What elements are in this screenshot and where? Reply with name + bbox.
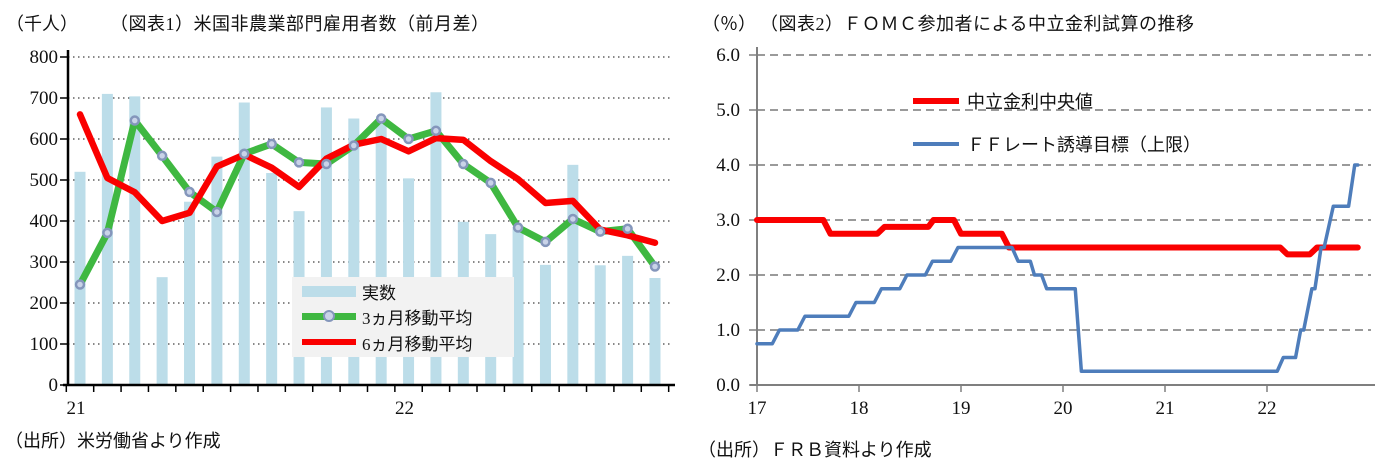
line-6mo-swatch <box>302 339 356 346</box>
svg-text:1.0: 1.0 <box>716 320 740 341</box>
legend-label-ff-target: ＦＦレート誘導目標（上限） <box>967 135 1201 155</box>
neutral-rate-chart-plot: 0.0 1.0 2.0 3.0 4.0 5.0 6.0 17 18 19 20 21 22 <box>716 45 1375 419</box>
right-chart-source: （出所）ＦＲＢ資料より作成 <box>698 440 932 460</box>
svg-text:500: 500 <box>30 170 59 191</box>
line-3mo-swatch <box>302 310 356 323</box>
svg-text:3.0: 3.0 <box>716 210 740 231</box>
svg-text:18: 18 <box>850 398 869 419</box>
svg-text:100: 100 <box>30 334 59 355</box>
svg-text:2.0: 2.0 <box>716 265 740 286</box>
chart-nonfarm-payrolls: 0 100 200 300 400 500 600 700 800 21 22 （千人） （図表1）… <box>5 14 675 451</box>
right-chart-title: （図表2）ＦＯＭＣ参加者による中立金利試算の推移 <box>760 14 1195 34</box>
svg-text:700: 700 <box>30 88 59 109</box>
svg-text:300: 300 <box>30 252 59 273</box>
ff-target-swatch <box>913 142 959 146</box>
right-axis-unit-label: （％） <box>702 14 756 34</box>
legend-item-3mo-average: 3ヵ月移動平均 <box>292 305 514 329</box>
svg-text:17: 17 <box>748 398 767 419</box>
neutral-median-swatch <box>913 98 959 104</box>
legend-label-actual: 実数 <box>362 284 396 304</box>
svg-text:0: 0 <box>49 375 59 396</box>
left-chart-source: （出所）米労働省より作成 <box>5 431 221 451</box>
svg-text:200: 200 <box>30 293 59 314</box>
legend-item-neutral-median: 中立金利中央値 <box>913 88 1201 114</box>
marker-swatch <box>323 310 335 323</box>
svg-text:21: 21 <box>1156 398 1175 419</box>
legend-item-ff-target: ＦＦレート誘導目標（上限） <box>913 131 1201 157</box>
svg-text:0.0: 0.0 <box>716 375 740 396</box>
svg-text:800: 800 <box>30 47 59 68</box>
left-chart-title: （図表1）米国非農業部門雇用者数（前月差） <box>110 14 490 34</box>
svg-text:4.0: 4.0 <box>716 155 740 176</box>
bar-series-swatch <box>302 286 356 298</box>
legend-item-6mo-average: 6ヵ月移動平均 <box>292 330 514 354</box>
svg-text:21: 21 <box>67 398 86 419</box>
legend-label-neutral-median: 中立金利中央値 <box>967 92 1093 112</box>
svg-text:6.0: 6.0 <box>716 45 740 66</box>
svg-text:19: 19 <box>952 398 971 419</box>
svg-text:5.0: 5.0 <box>716 100 740 121</box>
svg-text:20: 20 <box>1054 398 1073 419</box>
legend-item-actual: 実数 <box>292 280 514 304</box>
left-axis-unit-label: （千人） <box>6 14 78 34</box>
legend-label-6mo: 6ヵ月移動平均 <box>362 334 473 354</box>
svg-text:22: 22 <box>1258 398 1277 419</box>
svg-text:400: 400 <box>30 211 59 232</box>
legend-label-3mo: 3ヵ月移動平均 <box>362 309 473 329</box>
svg-text:22: 22 <box>395 398 414 419</box>
right-chart-legend: 中立金利中央値 ＦＦレート誘導目標（上限） <box>913 88 1201 174</box>
svg-text:600: 600 <box>30 129 59 150</box>
nonfarm-chart-plot: 0 100 200 300 400 500 600 700 800 21 22 <box>30 47 675 419</box>
chart-neutral-rate: 0.0 1.0 2.0 3.0 4.0 5.0 6.0 17 18 19 20 21 22 （％） （図… <box>690 0 1377 469</box>
left-chart-legend: 実数 3ヵ月移動平均 6ヵ月移動平均 <box>292 277 514 357</box>
